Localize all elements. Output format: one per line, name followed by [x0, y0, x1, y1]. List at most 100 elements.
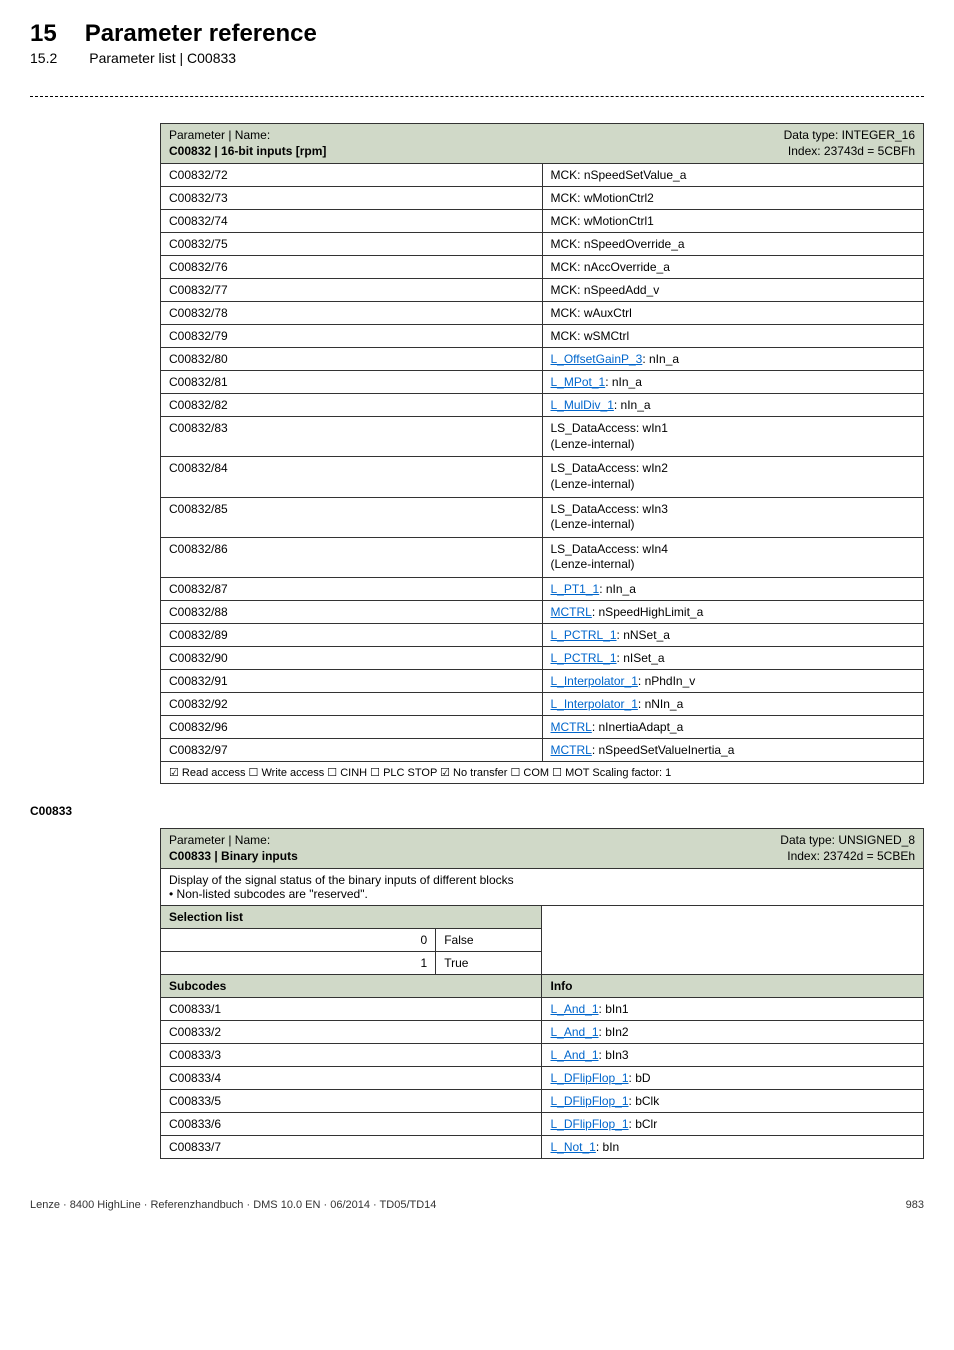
param-link[interactable]: L_PCTRL_1 — [551, 651, 617, 665]
param-code: C00832/74 — [161, 210, 543, 233]
param-code: C00832/84 — [161, 457, 543, 497]
param-desc: MCTRL: nInertiaAdapt_a — [542, 715, 924, 738]
param-code: C00832/75 — [161, 233, 543, 256]
param-link[interactable]: MCTRL — [551, 605, 592, 619]
info-link[interactable]: L_And_1 — [550, 1025, 598, 1039]
data-type: Data type: INTEGER_16 — [784, 128, 915, 144]
param-desc: MCK: nSpeedSetValue_a — [542, 164, 924, 187]
param-suffix: : nSpeedHighLimit_a — [592, 605, 703, 619]
param-desc: L_PCTRL_1: nNSet_a — [542, 623, 924, 646]
subcodes-header: Subcodes — [161, 975, 542, 998]
param-code: C00832/97 — [161, 738, 543, 761]
parameter-table-1: Parameter | Name: C00832 | 16-bit inputs… — [160, 123, 924, 784]
param-desc: MCK: wSMCtrl — [542, 325, 924, 348]
info-link[interactable]: L_Not_1 — [550, 1140, 595, 1154]
param-desc: LS_DataAccess: wIn3(Lenze-internal) — [542, 497, 924, 537]
param-header-1: Parameter | Name: C00832 | 16-bit inputs… — [161, 124, 924, 164]
section-number: 15.2 — [30, 50, 57, 66]
param-desc: L_PT1_1: nIn_a — [542, 577, 924, 600]
subcode: C00833/7 — [161, 1136, 542, 1159]
description-line2: • Non-listed subcodes are "reserved". — [169, 887, 915, 901]
param-desc: LS_DataAccess: wIn4(Lenze-internal) — [542, 537, 924, 577]
selection-val-1: 1 — [161, 952, 436, 975]
info-link[interactable]: L_DFlipFlop_1 — [550, 1117, 628, 1131]
info-suffix: : bClk — [629, 1094, 660, 1108]
param-desc: MCK: wMotionCtrl2 — [542, 187, 924, 210]
info-suffix: : bD — [629, 1071, 651, 1085]
param-desc: MCK: wAuxCtrl — [542, 302, 924, 325]
description-cell: Display of the signal status of the bina… — [161, 869, 924, 906]
param-code: C00832/76 — [161, 256, 543, 279]
subcode: C00833/4 — [161, 1067, 542, 1090]
subcode-info: L_And_1: bIn3 — [542, 1044, 924, 1067]
chapter-number: 15 — [30, 20, 57, 48]
table-footer-access: ☑ Read access ☐ Write access ☐ CINH ☐ PL… — [161, 761, 924, 783]
selection-val-0: 0 — [161, 929, 436, 952]
param-code: C00832/91 — [161, 669, 543, 692]
chapter-title: Parameter reference — [85, 20, 317, 48]
param-name: C00832 | 16-bit inputs [rpm] — [169, 144, 326, 160]
data-type: Data type: UNSIGNED_8 — [780, 833, 915, 849]
param-code: C00832/80 — [161, 348, 543, 371]
info-suffix: : bClr — [629, 1117, 658, 1131]
section-c00833-label: C00833 — [30, 804, 924, 818]
param-desc: LS_DataAccess: wIn1(Lenze-internal) — [542, 417, 924, 457]
param-desc: MCK: wMotionCtrl1 — [542, 210, 924, 233]
param-code: C00832/87 — [161, 577, 543, 600]
param-link[interactable]: MCTRL — [551, 743, 592, 757]
param-suffix: : nNIn_a — [638, 697, 683, 711]
selection-list-header: Selection list — [161, 906, 542, 929]
info-link[interactable]: L_And_1 — [550, 1002, 598, 1016]
param-code: C00832/89 — [161, 623, 543, 646]
info-link[interactable]: L_And_1 — [550, 1048, 598, 1062]
param-code: C00832/78 — [161, 302, 543, 325]
param-link[interactable]: L_Interpolator_1 — [551, 674, 638, 688]
param-desc: LS_DataAccess: wIn2(Lenze-internal) — [542, 457, 924, 497]
param-desc: MCTRL: nSpeedSetValueInertia_a — [542, 738, 924, 761]
param-link[interactable]: L_PCTRL_1 — [551, 628, 617, 642]
footer-right: 983 — [906, 1199, 924, 1211]
param-suffix: : nIn_a — [614, 398, 651, 412]
info-suffix: : bIn1 — [599, 1002, 629, 1016]
param-suffix: : nNSet_a — [617, 628, 670, 642]
index: Index: 23743d = 5CBFh — [784, 144, 915, 160]
param-desc: MCK: nSpeedAdd_v — [542, 279, 924, 302]
table1-wrap: Parameter | Name: C00832 | 16-bit inputs… — [160, 123, 924, 784]
param-suffix: : nPhdIn_v — [638, 674, 695, 688]
page-footer: Lenze · 8400 HighLine · Referenzhandbuch… — [30, 1199, 924, 1211]
param-label: Parameter | Name: — [169, 833, 298, 849]
subcode: C00833/2 — [161, 1021, 542, 1044]
param-code: C00832/90 — [161, 646, 543, 669]
param-link[interactable]: L_MulDiv_1 — [551, 398, 614, 412]
footer-left: Lenze · 8400 HighLine · Referenzhandbuch… — [30, 1199, 436, 1211]
selection-blank — [542, 906, 924, 975]
info-link[interactable]: L_DFlipFlop_1 — [550, 1094, 628, 1108]
param-link[interactable]: L_Interpolator_1 — [551, 697, 638, 711]
param-suffix: : nSpeedSetValueInertia_a — [592, 743, 735, 757]
param-link[interactable]: L_MPot_1 — [551, 375, 606, 389]
subcode: C00833/1 — [161, 998, 542, 1021]
param-code: C00832/92 — [161, 692, 543, 715]
param-code: C00832/88 — [161, 600, 543, 623]
selection-label-0: False — [436, 929, 542, 952]
param-link[interactable]: MCTRL — [551, 720, 592, 734]
param-desc: L_OffsetGainP_3: nIn_a — [542, 348, 924, 371]
info-header: Info — [542, 975, 924, 998]
section-row: 15.2 Parameter list | C00833 — [30, 50, 924, 66]
param-code: C00832/81 — [161, 371, 543, 394]
info-suffix: : bIn3 — [599, 1048, 629, 1062]
param-desc: MCK: nSpeedOverride_a — [542, 233, 924, 256]
selection-label-1: True — [436, 952, 542, 975]
param-suffix: : nISet_a — [617, 651, 665, 665]
param-link[interactable]: L_OffsetGainP_3 — [551, 352, 643, 366]
param-code: C00832/77 — [161, 279, 543, 302]
info-link[interactable]: L_DFlipFlop_1 — [550, 1071, 628, 1085]
param-desc: L_Interpolator_1: nNIn_a — [542, 692, 924, 715]
param-code: C00832/79 — [161, 325, 543, 348]
page-header: 15 Parameter reference 15.2 Parameter li… — [30, 20, 924, 66]
divider — [30, 96, 924, 97]
param-link[interactable]: L_PT1_1 — [551, 582, 600, 596]
param-code: C00832/83 — [161, 417, 543, 457]
subcode-info: L_DFlipFlop_1: bClr — [542, 1113, 924, 1136]
section-title: Parameter list | C00833 — [89, 50, 236, 66]
